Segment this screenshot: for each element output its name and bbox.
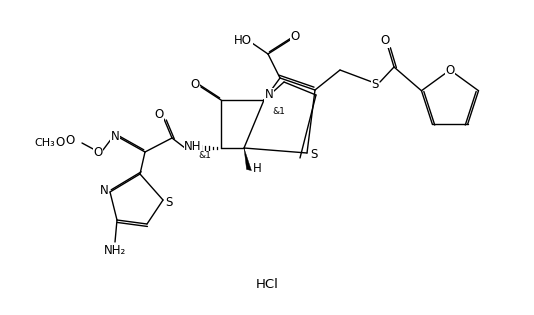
Text: &1: &1 [199, 152, 211, 161]
Text: N: N [265, 89, 273, 101]
Text: O: O [380, 35, 390, 48]
Text: NH: NH [184, 140, 202, 152]
Text: O: O [290, 30, 300, 43]
Text: O: O [56, 136, 65, 150]
Text: O: O [191, 77, 200, 90]
Text: H: H [253, 162, 261, 175]
Text: N: N [100, 184, 108, 197]
Text: HO: HO [234, 33, 252, 47]
Text: CH₃: CH₃ [35, 138, 56, 148]
Text: O: O [154, 107, 163, 121]
Text: O: O [93, 146, 103, 158]
Text: S: S [166, 196, 172, 209]
Text: N: N [111, 129, 120, 142]
Polygon shape [244, 148, 252, 170]
Text: S: S [310, 148, 318, 162]
Text: &1: &1 [272, 107, 286, 117]
Text: HCl: HCl [256, 278, 278, 291]
Text: O: O [445, 64, 454, 77]
Text: O: O [65, 135, 75, 147]
Text: S: S [371, 77, 379, 90]
Text: NH₂: NH₂ [104, 243, 126, 256]
